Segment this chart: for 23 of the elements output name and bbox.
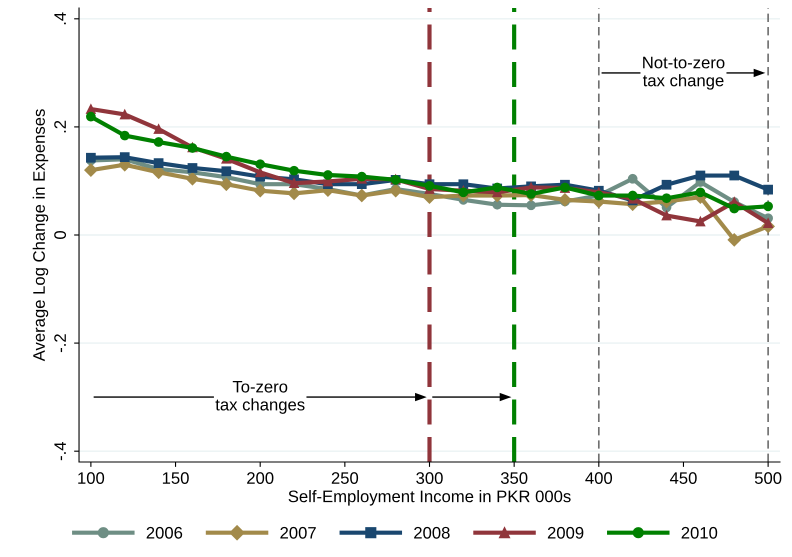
legend-label: 2010 — [682, 526, 718, 539]
x-tick-label: 150 — [162, 472, 189, 484]
y-tick-label: -.2 — [54, 334, 66, 352]
legend-label: 2008 — [414, 526, 450, 539]
x-tick-label: 300 — [416, 472, 443, 484]
x-tick-label: 400 — [585, 472, 612, 484]
annotation: Not-to-zero tax change — [642, 56, 724, 90]
x-axis-title: Self-Employment Income in PKR 000s — [288, 490, 571, 506]
y-axis-title: Average Log Change in Expenses — [32, 109, 48, 362]
y-tick-label: .2 — [54, 120, 66, 132]
y-tick-label: -.4 — [54, 442, 66, 460]
x-tick-label: 350 — [500, 472, 528, 484]
x-tick-label: 450 — [670, 472, 697, 484]
legend-label: 2007 — [280, 526, 316, 539]
x-tick-label: 250 — [332, 472, 358, 484]
x-tick-label: 500 — [754, 472, 782, 484]
x-tick-label: 200 — [247, 472, 274, 484]
legend-label: 2009 — [548, 526, 584, 539]
legend-label: 2006 — [146, 526, 182, 539]
y-tick-label: .4 — [54, 12, 66, 24]
annotation: To-zero tax changes — [216, 380, 305, 414]
x-tick-label: 100 — [78, 472, 104, 484]
y-tick-label: 0 — [54, 231, 66, 239]
